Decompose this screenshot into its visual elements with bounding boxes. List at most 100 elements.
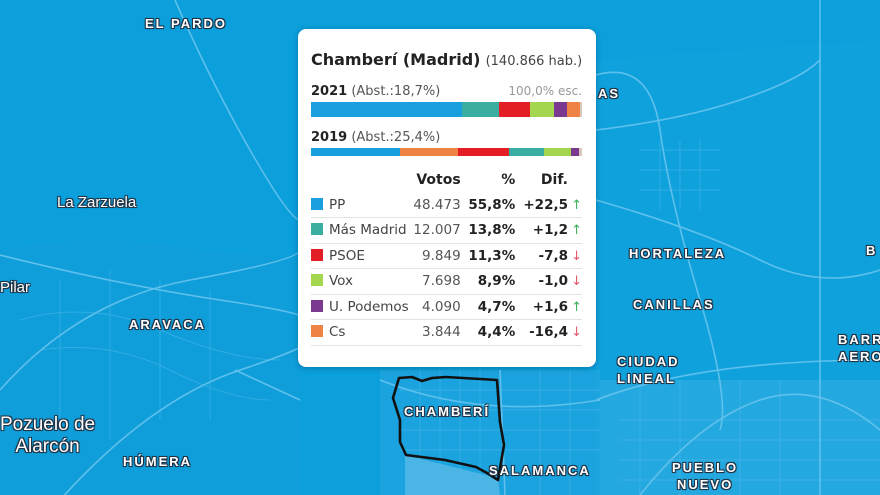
results-table: Votos % Dif. PP 48.473 55,8% +22,5 ↑ Más Madr… bbox=[311, 168, 582, 346]
arrow-up-icon: ↑ bbox=[571, 299, 582, 315]
difference-cell: -16,4 ↓ bbox=[515, 319, 582, 346]
votes-cell: 3.844 bbox=[411, 319, 461, 346]
party-cell: Cs bbox=[311, 319, 412, 346]
map-label-chamberi: CHAMBERÍ bbox=[404, 404, 491, 419]
bar-segment-m-s-madrid bbox=[509, 148, 544, 156]
party-name: Más Madrid bbox=[329, 222, 407, 239]
party-color-swatch bbox=[311, 248, 323, 261]
table-row: Vox 7.698 8,9% -1,0 ↓ bbox=[311, 268, 582, 295]
map-label-aravaca: ARAVACA bbox=[129, 317, 207, 332]
bar-segment-m-s-madrid bbox=[462, 102, 499, 117]
bar-segment-otros bbox=[580, 102, 582, 117]
votes-cell: 12.007 bbox=[411, 217, 461, 244]
difference-cell: -1,0 ↓ bbox=[515, 268, 582, 295]
header-votes: Votos bbox=[416, 172, 461, 188]
difference-value: +1,6 bbox=[532, 298, 568, 315]
percent-cell: 4,7% bbox=[460, 294, 516, 320]
arrow-up-icon: ↑ bbox=[571, 223, 582, 239]
card-title: Chamberí (Madrid) (140.866 hab.) bbox=[311, 50, 582, 69]
party-name: U. Podemos bbox=[329, 298, 409, 315]
votes-cell: 48.473 bbox=[411, 192, 461, 218]
difference-value: -7,8 bbox=[538, 247, 568, 264]
map-label-ciudad-lineal: CIUDAD LINEAL bbox=[617, 354, 680, 386]
map-label-salamanca: SALAMANCA bbox=[489, 463, 591, 478]
bar-segment-pp bbox=[311, 148, 400, 156]
year-2019-header: 2019 (Abst.:25,4%) bbox=[311, 130, 582, 146]
header-pct: % bbox=[501, 172, 516, 188]
party-cell: Vox bbox=[311, 268, 412, 295]
map-label-pilar: Pilar bbox=[0, 279, 31, 296]
arrow-up-icon: ↑ bbox=[571, 197, 582, 213]
bar-segment-u-podemos bbox=[571, 148, 579, 156]
map-label-la-zarzuela: La Zarzuela bbox=[57, 194, 137, 211]
bar-segment-psoe bbox=[499, 102, 530, 117]
table-row: Más Madrid 12.007 13,8% +1,2 ↑ bbox=[311, 217, 582, 244]
arrow-down-icon: ↓ bbox=[571, 248, 582, 264]
map-label-canillas: CANILLAS bbox=[633, 297, 715, 312]
map-label-as-partial: AS bbox=[598, 86, 621, 101]
year-label: 2019 bbox=[311, 130, 348, 145]
map-label-pueblo-nuevo: PUEBLO NUEVO bbox=[672, 460, 739, 492]
difference-cell: +1,6 ↑ bbox=[515, 294, 582, 320]
party-color-swatch bbox=[311, 197, 323, 210]
map-label-b-partial: B bbox=[866, 243, 878, 258]
difference-value: +1,2 bbox=[532, 222, 568, 239]
bar-segment-psoe bbox=[458, 148, 509, 156]
difference-cell: +1,2 ↑ bbox=[515, 217, 582, 244]
percent-cell: 4,4% bbox=[460, 319, 516, 346]
bar-segment-pp bbox=[311, 102, 462, 117]
arrow-down-icon: ↓ bbox=[571, 274, 582, 290]
arrow-down-icon: ↓ bbox=[571, 325, 582, 341]
year-2021-header: 2021 (Abst.:18,7%) 100,0% esc. bbox=[311, 84, 582, 100]
map-label-el-pardo: EL PARDO bbox=[145, 16, 227, 31]
bar-segment-vox bbox=[544, 148, 571, 156]
percent-cell: 13,8% bbox=[460, 217, 516, 244]
table-row: Cs 3.844 4,4% -16,4 ↓ bbox=[311, 319, 582, 346]
chamberi-district-outline bbox=[391, 375, 506, 482]
party-name: Vox bbox=[329, 273, 354, 290]
party-color-swatch bbox=[311, 223, 323, 236]
bar-segment-u-podemos bbox=[554, 102, 567, 117]
bar-segment-cs bbox=[400, 148, 458, 156]
party-color-swatch bbox=[311, 325, 323, 338]
scrutiny-percent: 100,0% esc. bbox=[508, 84, 582, 98]
results-bar-2019 bbox=[311, 148, 582, 156]
difference-value: -1,0 bbox=[538, 273, 568, 290]
party-cell: Más Madrid bbox=[311, 217, 412, 244]
abstention: (Abst.:25,4%) bbox=[351, 130, 441, 145]
table-row: U. Podemos 4.090 4,7% +1,6 ↑ bbox=[311, 294, 582, 320]
difference-value: +22,5 bbox=[523, 196, 568, 213]
table-row: PP 48.473 55,8% +22,5 ↑ bbox=[311, 192, 582, 218]
difference-value: -16,4 bbox=[529, 324, 568, 341]
table-row: PSOE 9.849 11,3% -7,8 ↓ bbox=[311, 243, 582, 269]
year-label: 2021 bbox=[311, 84, 348, 99]
table-header: Votos % Dif. bbox=[311, 168, 582, 192]
map-label-hortaleza: HORTALEZA bbox=[629, 246, 727, 261]
party-color-swatch bbox=[311, 299, 323, 312]
election-results-card: Chamberí (Madrid) (140.866 hab.) 2021 (A… bbox=[298, 29, 596, 367]
population: (140.866 hab.) bbox=[485, 54, 583, 69]
party-color-swatch bbox=[311, 274, 323, 287]
abstention: (Abst.:18,7%) bbox=[351, 84, 441, 99]
header-dif: Dif. bbox=[540, 172, 568, 188]
party-name: Cs bbox=[329, 324, 346, 341]
party-name: PP bbox=[329, 196, 346, 213]
party-cell: U. Podemos bbox=[311, 294, 412, 320]
percent-cell: 11,3% bbox=[460, 243, 516, 269]
map-label-barrio-aeropuerto-partial: BARR AERO bbox=[838, 332, 880, 364]
difference-cell: +22,5 ↑ bbox=[515, 192, 582, 218]
bar-segment-otros bbox=[579, 148, 582, 156]
map-label-pozuelo-de-alarcon: Pozuelo de Alarcón bbox=[0, 414, 96, 457]
bar-segment-cs bbox=[567, 102, 580, 117]
bar-segment-vox bbox=[530, 102, 554, 117]
district-name: Chamberí (Madrid) bbox=[311, 50, 481, 69]
party-name: PSOE bbox=[329, 247, 365, 264]
percent-cell: 55,8% bbox=[460, 192, 516, 218]
difference-cell: -7,8 ↓ bbox=[515, 243, 582, 269]
votes-cell: 4.090 bbox=[411, 294, 461, 320]
party-cell: PSOE bbox=[311, 243, 412, 269]
header-party bbox=[311, 168, 412, 192]
map-label-humera: HÚMERA bbox=[123, 454, 193, 469]
party-cell: PP bbox=[311, 192, 412, 218]
percent-cell: 8,9% bbox=[460, 268, 516, 295]
